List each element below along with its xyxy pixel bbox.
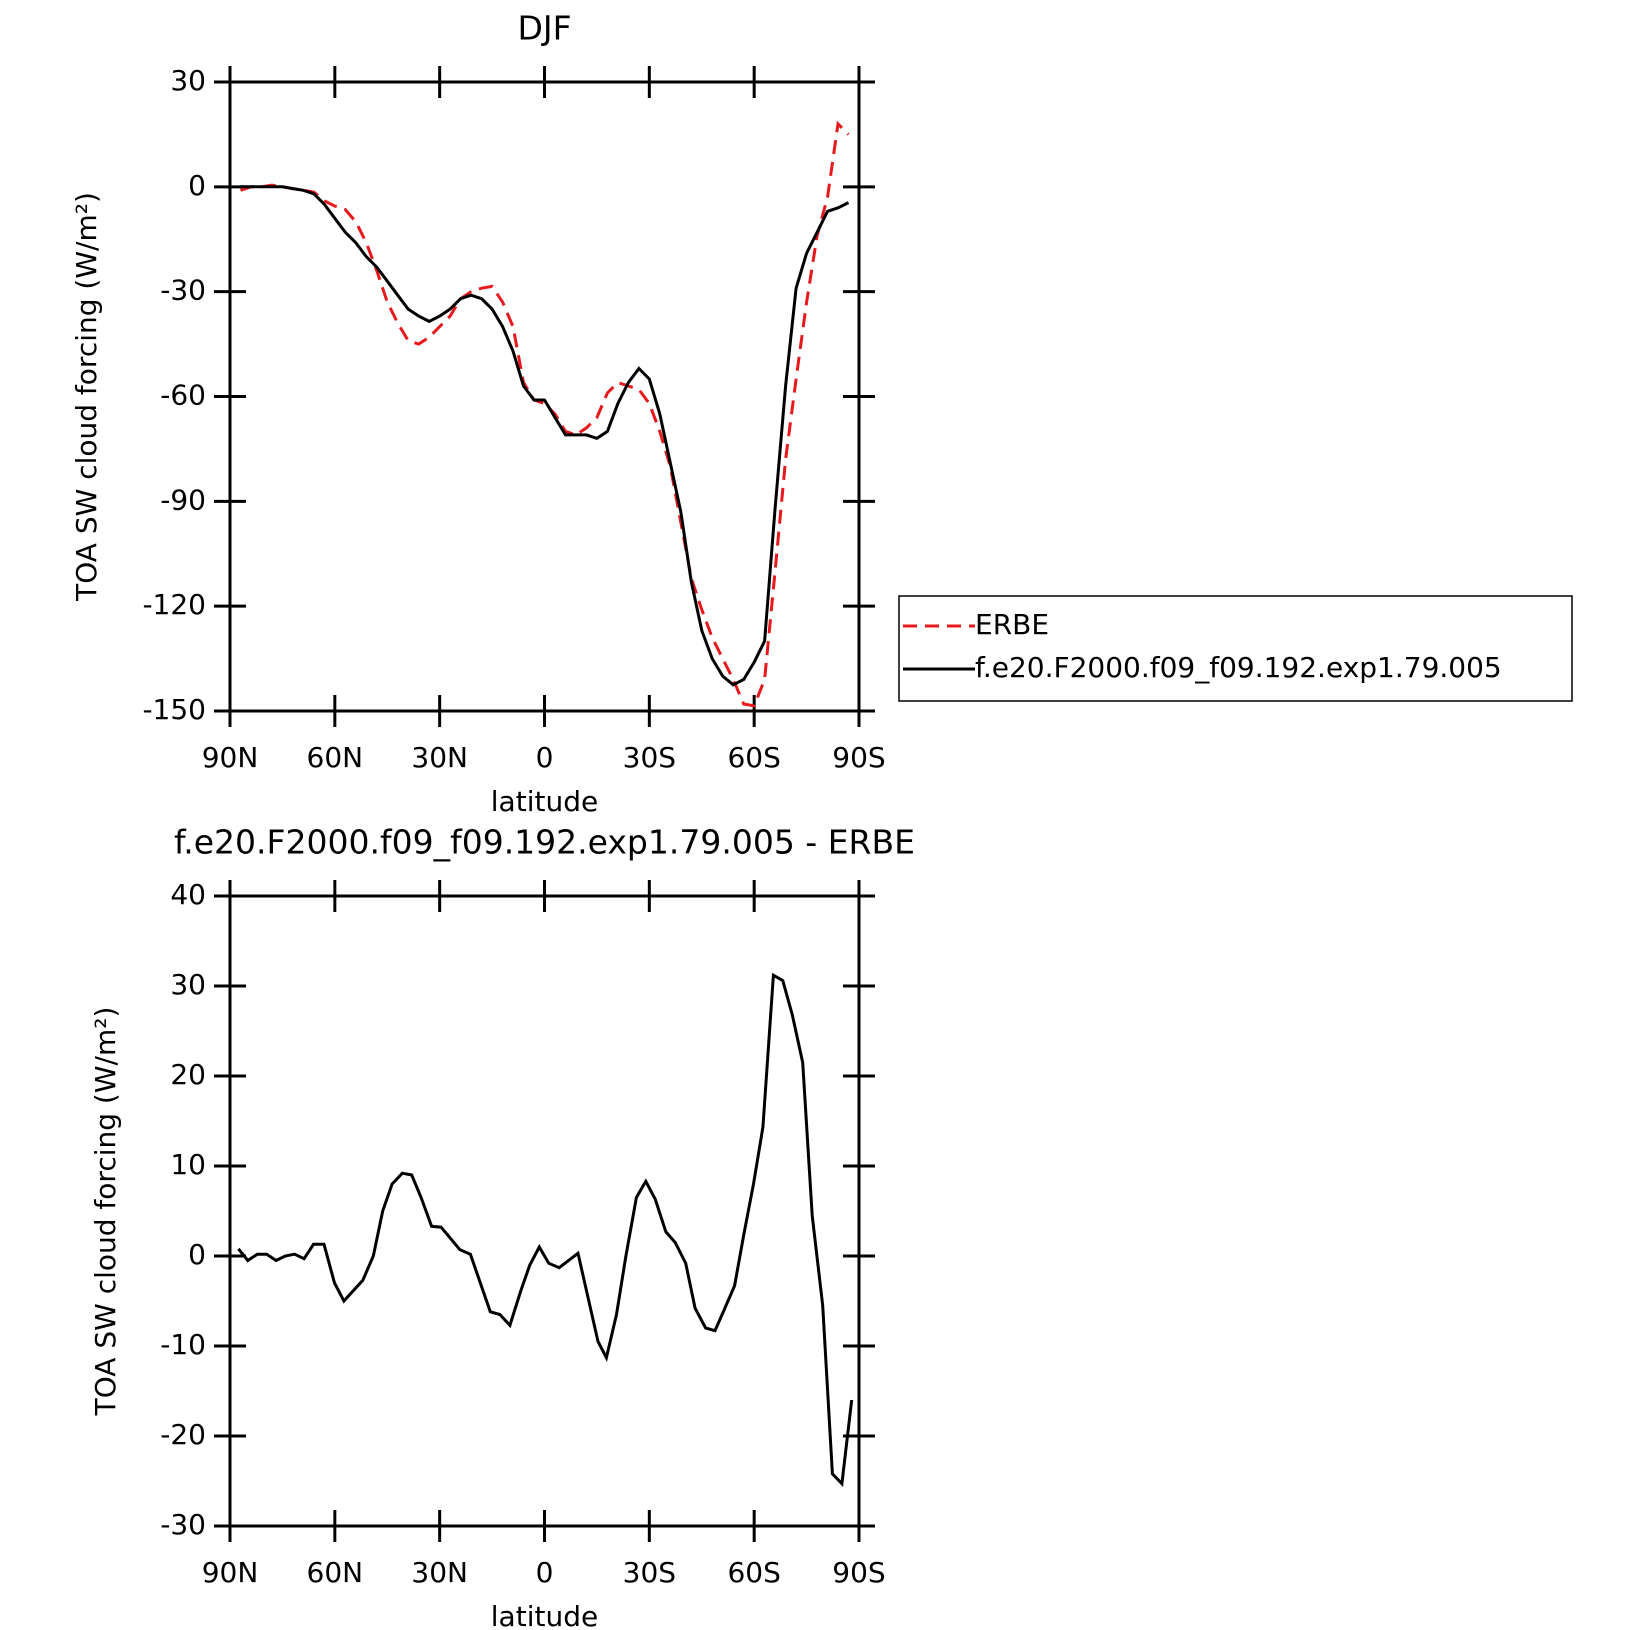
y-tick-label: -10 <box>160 1328 206 1361</box>
x-tick-label: 0 <box>536 741 554 774</box>
y-axis-label: TOA SW cloud forcing (W/m²) <box>70 192 103 602</box>
y-tick-label: -90 <box>160 483 206 516</box>
x-tick-label: 90S <box>832 1556 885 1589</box>
y-tick-label: 20 <box>170 1058 206 1091</box>
y-tick-label: 40 <box>170 878 206 911</box>
series-line <box>240 185 850 687</box>
legend-label: f.e20.F2000.f09_f09.192.exp1.79.005 <box>975 651 1502 684</box>
y-tick-label: -150 <box>142 693 206 726</box>
chart-title: f.e20.F2000.f09_f09.192.exp1.79.005 - ER… <box>174 823 915 862</box>
y-tick-label: 0 <box>188 1238 206 1271</box>
x-tick-label: 60S <box>727 1556 780 1589</box>
series-line <box>240 120 850 708</box>
y-tick-label: -20 <box>160 1418 206 1451</box>
y-tick-label: -60 <box>160 379 206 412</box>
x-tick-label: 60S <box>727 741 780 774</box>
x-tick-label: 30N <box>411 1556 468 1589</box>
x-tick-label: 30N <box>411 741 468 774</box>
y-tick-label: 30 <box>170 968 206 1001</box>
x-tick-label: 60N <box>307 741 364 774</box>
x-tick-label: 60N <box>307 1556 364 1589</box>
plot-frame <box>228 80 861 713</box>
series-line <box>237 972 854 1488</box>
y-tick-label: 10 <box>170 1148 206 1181</box>
chart-title: DJF <box>517 9 571 48</box>
y-tick-label: -120 <box>142 588 206 621</box>
x-tick-label: 0 <box>536 1556 554 1589</box>
x-axis-label: latitude <box>491 785 598 818</box>
plot-frame <box>228 894 861 1528</box>
x-axis-label: latitude <box>491 1600 598 1630</box>
x-tick-label: 90N <box>202 1556 259 1589</box>
y-tick-label: 0 <box>188 169 206 202</box>
y-tick-label: -30 <box>160 274 206 307</box>
legend-label: ERBE <box>975 608 1049 641</box>
y-tick-label: 30 <box>170 64 206 97</box>
x-tick-label: 90S <box>832 741 885 774</box>
x-tick-label: 30S <box>623 1556 676 1589</box>
legend-box <box>898 595 1573 702</box>
y-axis-label: TOA SW cloud forcing (W/m²) <box>89 1007 122 1417</box>
y-tick-label: -30 <box>160 1508 206 1541</box>
x-tick-label: 30S <box>623 741 676 774</box>
x-tick-label: 90N <box>202 741 259 774</box>
